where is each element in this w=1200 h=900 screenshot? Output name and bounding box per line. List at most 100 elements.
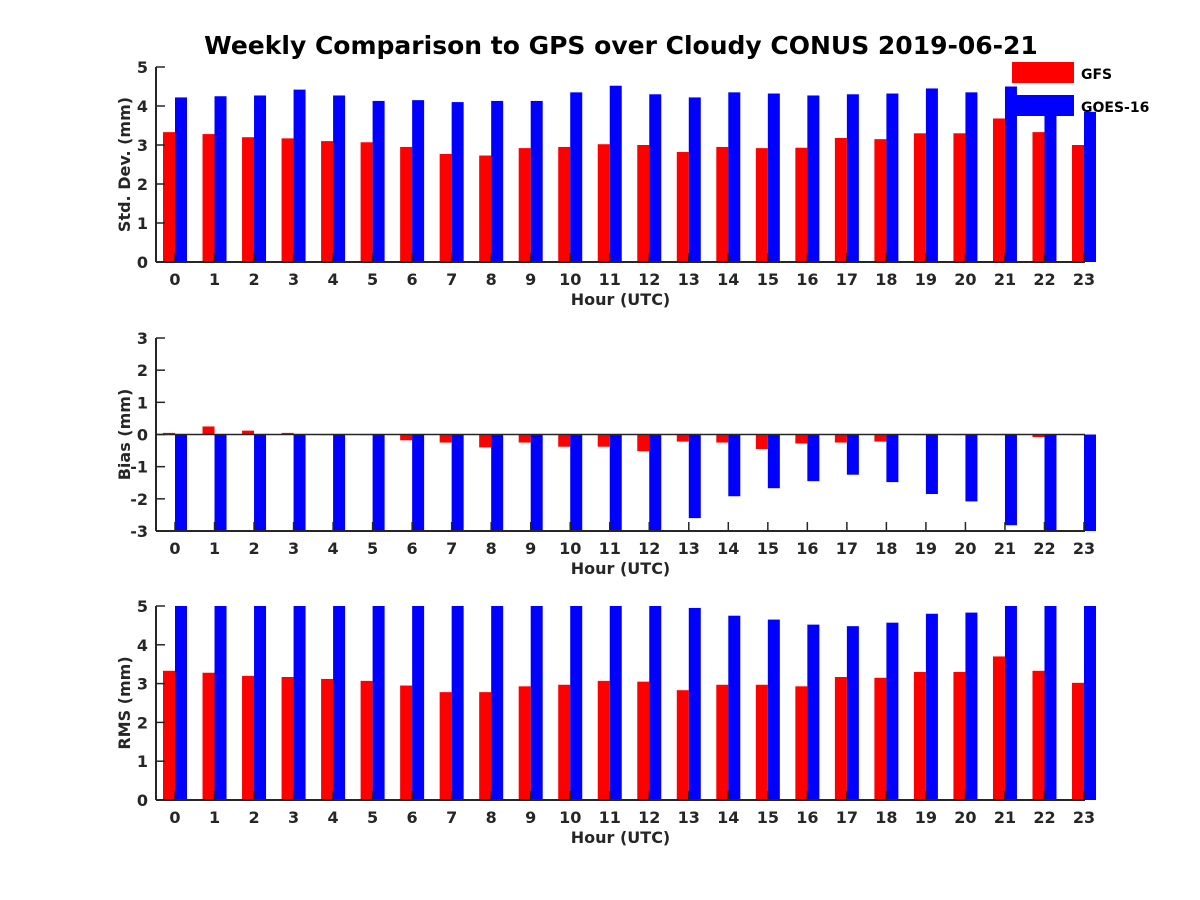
x-tick-label: 21 <box>994 270 1016 289</box>
bar-goes-16-hour-22 <box>1044 606 1057 800</box>
bar-gfs-hour-18 <box>874 677 887 800</box>
bar-goes-16-hour-8 <box>491 606 504 800</box>
bar-gfs-hour-12 <box>637 434 650 452</box>
x-tick-label: 2 <box>248 539 259 558</box>
bar-gfs-hour-13 <box>676 434 689 442</box>
legend-label-goes-16: GOES-16 <box>1081 100 1149 116</box>
bar-goes-16-hour-12 <box>649 434 662 531</box>
bar-gfs-hour-3 <box>281 432 294 435</box>
bar-goes-16-hour-2 <box>254 95 267 262</box>
bar-goes-16-hour-8 <box>491 100 504 263</box>
bar-gfs-hour-14 <box>716 146 729 262</box>
bar-goes-16-hour-5 <box>372 606 385 800</box>
bar-gfs-hour-23 <box>1072 682 1084 800</box>
y-tick-label: 3 <box>137 136 148 155</box>
x-tick-label: 13 <box>678 270 700 289</box>
bar-gfs-hour-0 <box>163 670 175 800</box>
x-tick-label: 19 <box>915 808 937 827</box>
bar-goes-16-hour-13 <box>688 607 701 800</box>
y-tick-label: 0 <box>137 426 148 445</box>
bar-gfs-hour-16 <box>795 434 808 444</box>
bar-gfs-hour-9 <box>518 148 531 262</box>
bar-gfs-hour-9 <box>518 686 531 800</box>
bar-gfs-hour-22 <box>1032 434 1045 438</box>
bar-goes-16-hour-10 <box>570 434 583 531</box>
x-tick-label: 3 <box>288 270 299 289</box>
bar-goes-16-hour-21 <box>1004 434 1017 526</box>
x-tick-label: 20 <box>954 808 976 827</box>
bar-gfs-hour-15 <box>755 684 768 800</box>
y-tick-label: 1 <box>137 393 148 412</box>
bar-gfs-hour-16 <box>795 147 808 262</box>
legend-label-gfs: GFS <box>1081 67 1112 83</box>
bar-goes-16-hour-11 <box>609 85 622 262</box>
bar-gfs-hour-6 <box>400 685 413 800</box>
bar-gfs-hour-5 <box>360 680 373 800</box>
bar-goes-16-hour-17 <box>846 626 859 800</box>
bar-gfs-hour-14 <box>716 684 729 800</box>
bar-gfs-hour-23 <box>1072 145 1084 262</box>
x-axis-label: Hour (UTC) <box>571 290 671 309</box>
x-tick-label: 22 <box>1033 270 1055 289</box>
bar-gfs-hour-5 <box>360 142 373 262</box>
x-tick-label: 20 <box>954 539 976 558</box>
bar-gfs-hour-6 <box>400 146 413 262</box>
x-tick-label: 18 <box>875 270 897 289</box>
bar-gfs-hour-13 <box>676 690 689 800</box>
bar-goes-16-hour-22 <box>1044 104 1057 262</box>
bar-goes-16-hour-23 <box>1084 606 1096 800</box>
x-tick-label: 16 <box>796 808 818 827</box>
x-tick-label: 13 <box>678 808 700 827</box>
y-tick-label: 4 <box>137 97 148 116</box>
bar-goes-16-hour-0 <box>175 606 187 800</box>
bar-gfs-hour-2 <box>242 430 255 435</box>
bar-goes-16-hour-19 <box>925 434 938 495</box>
bar-gfs-hour-2 <box>242 675 255 800</box>
x-tick-label: 15 <box>757 808 779 827</box>
x-tick-label: 17 <box>836 539 858 558</box>
y-tick-label: 1 <box>137 214 148 233</box>
bar-gfs-hour-22 <box>1032 670 1045 800</box>
bar-goes-16-hour-20 <box>965 612 978 800</box>
y-tick-label: 5 <box>137 597 148 616</box>
y-tick-label: -1 <box>130 458 148 477</box>
bar-gfs-hour-9 <box>518 434 531 443</box>
x-tick-label: 23 <box>1073 808 1095 827</box>
bar-gfs-hour-1 <box>202 134 215 262</box>
y-tick-label: 0 <box>137 791 148 810</box>
x-tick-label: 3 <box>288 808 299 827</box>
chart-title: Weekly Comparison to GPS over Cloudy CON… <box>204 31 1038 60</box>
x-tick-label: 6 <box>407 539 418 558</box>
bar-goes-16-hour-12 <box>649 606 662 800</box>
x-tick-label: 10 <box>559 270 581 289</box>
bar-gfs-hour-11 <box>597 434 610 447</box>
x-tick-label: 10 <box>559 539 581 558</box>
bar-goes-16-hour-10 <box>570 606 583 800</box>
x-tick-label: 5 <box>367 270 378 289</box>
x-tick-label: 14 <box>717 539 739 558</box>
x-tick-label: 7 <box>446 270 457 289</box>
bar-goes-16-hour-21 <box>1004 86 1017 262</box>
y-tick-label: 2 <box>137 713 148 732</box>
bar-goes-16-hour-4 <box>333 95 346 262</box>
bar-goes-16-hour-3 <box>293 606 306 800</box>
x-tick-label: 16 <box>796 270 818 289</box>
bar-goes-16-hour-2 <box>254 606 267 800</box>
bar-gfs-hour-7 <box>439 153 452 262</box>
bar-goes-16-hour-11 <box>609 434 622 531</box>
bar-goes-16-hour-5 <box>372 100 385 263</box>
bar-goes-16-hour-12 <box>649 94 662 262</box>
bar-gfs-hour-8 <box>479 434 492 448</box>
bar-goes-16-hour-23 <box>1084 434 1096 531</box>
bar-gfs-hour-20 <box>953 133 966 262</box>
y-tick-label: 2 <box>137 361 148 380</box>
x-tick-label: 19 <box>915 270 937 289</box>
bar-goes-16-hour-14 <box>728 92 741 262</box>
bar-gfs-hour-4 <box>321 678 334 800</box>
x-tick-label: 1 <box>209 808 220 827</box>
bar-gfs-hour-17 <box>834 434 847 443</box>
bar-gfs-hour-20 <box>953 671 966 800</box>
bar-gfs-hour-2 <box>242 137 255 262</box>
